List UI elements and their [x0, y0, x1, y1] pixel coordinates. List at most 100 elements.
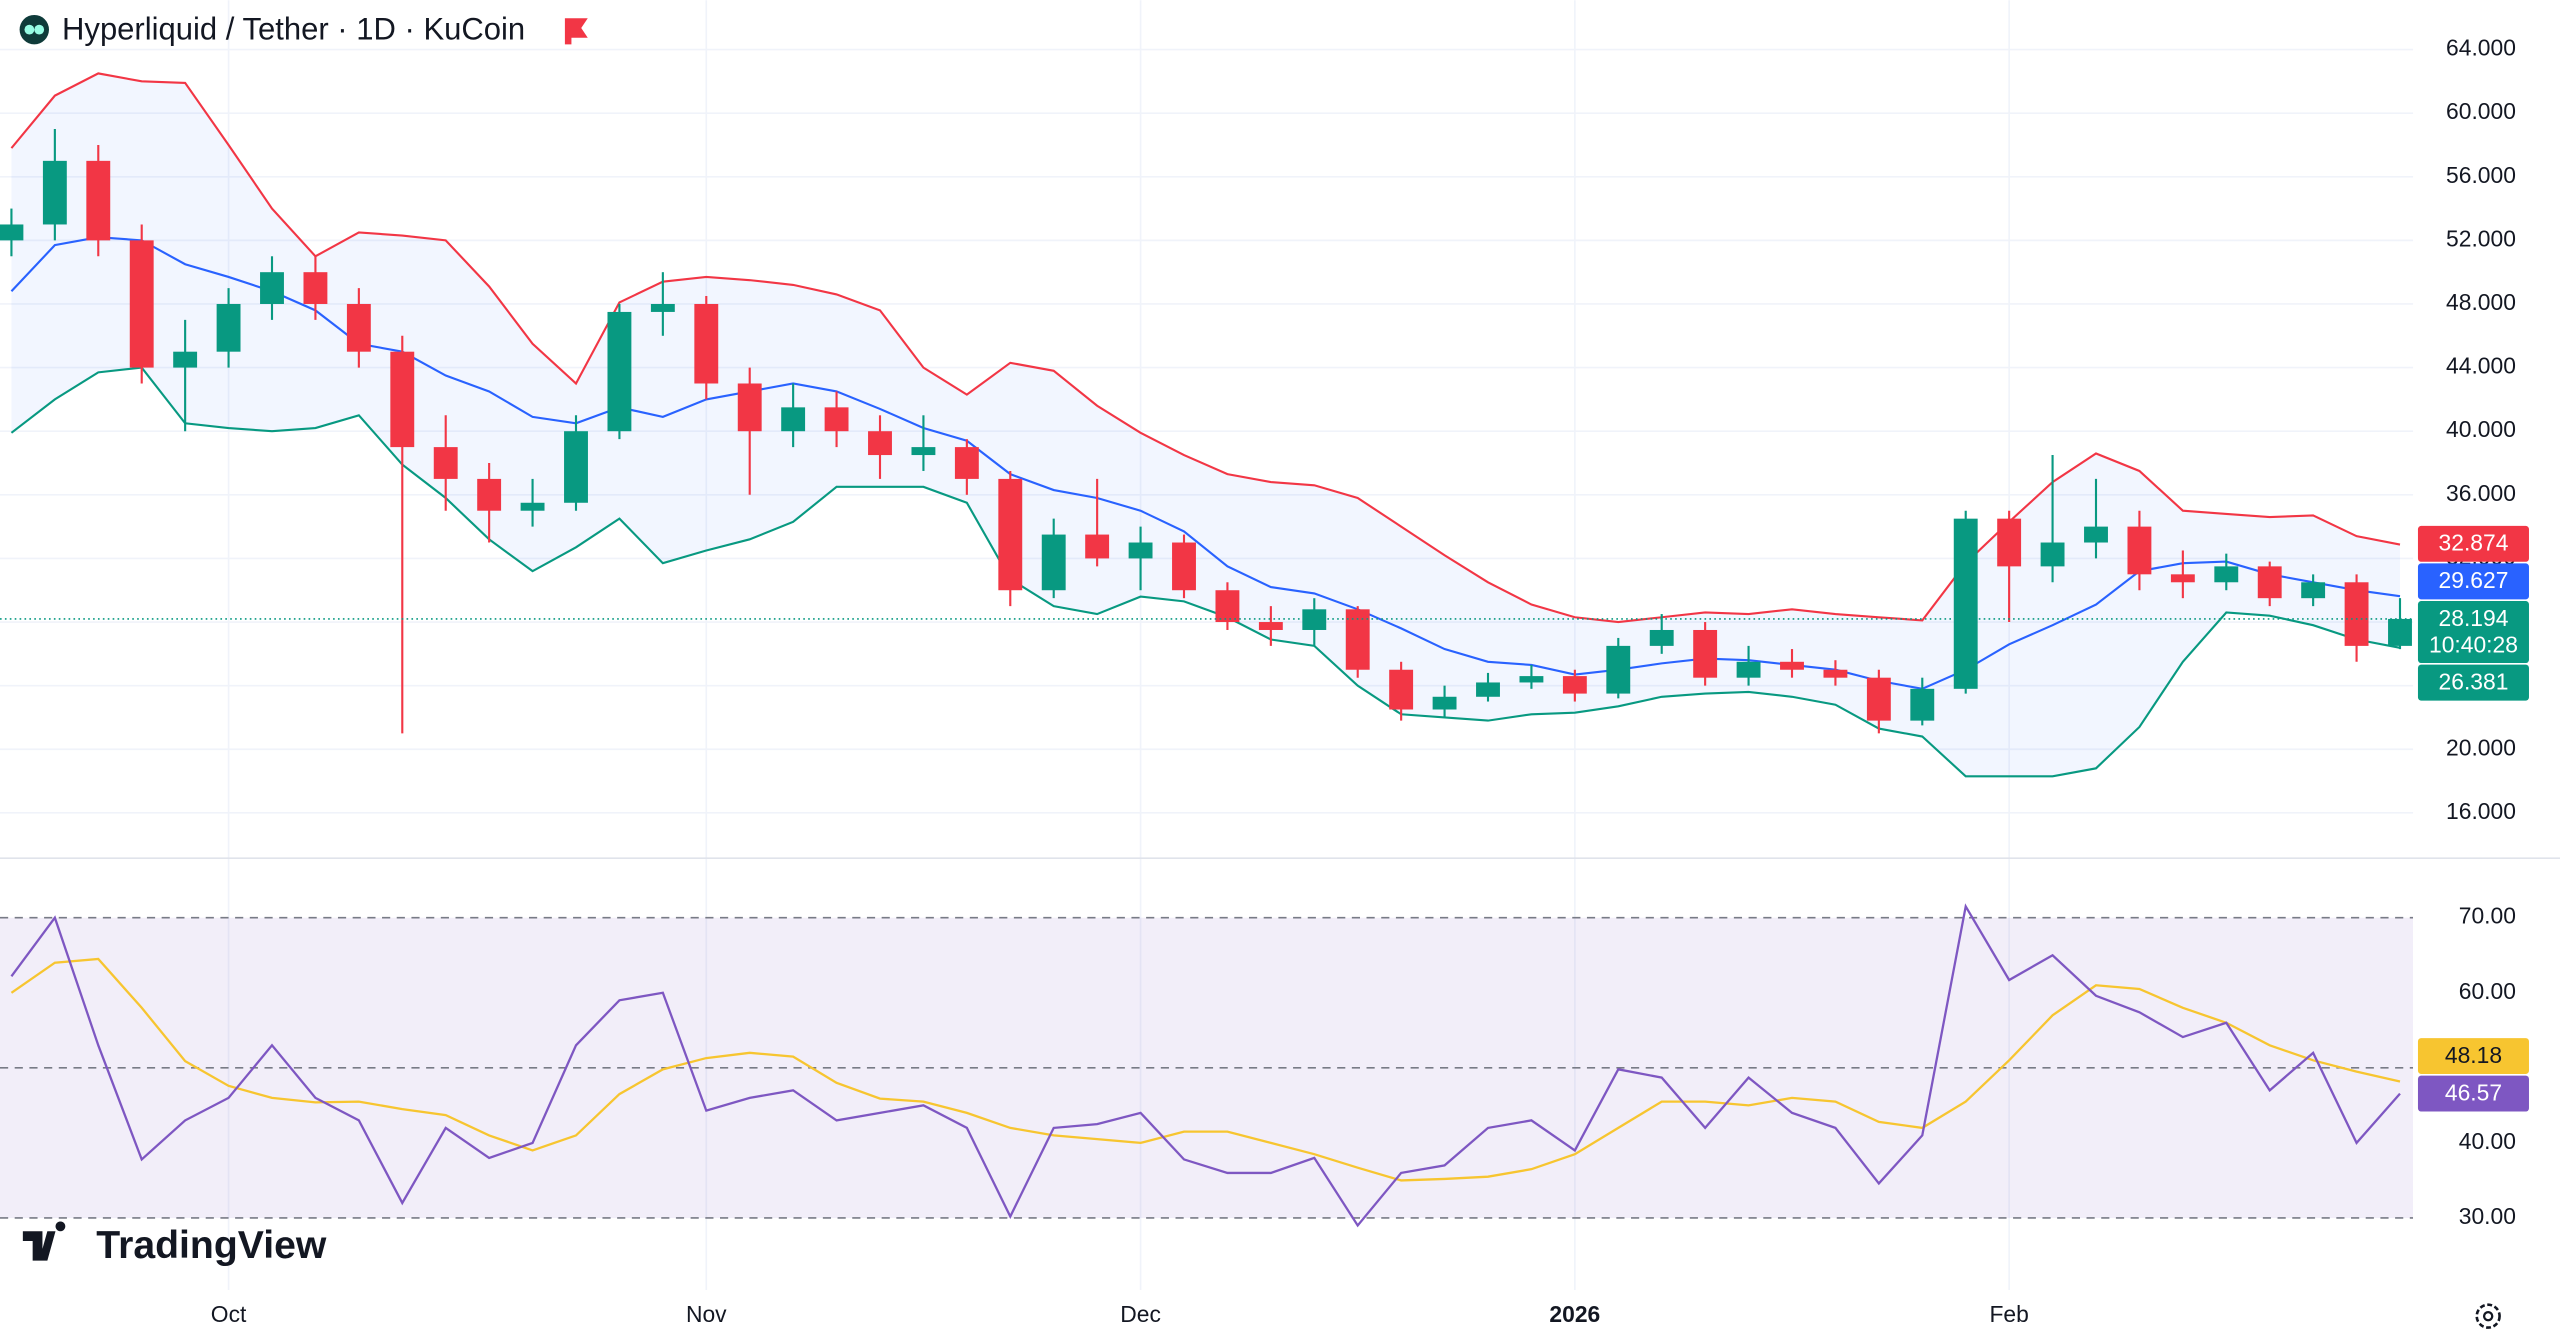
price-pane [0, 72, 2414, 778]
candle-body [2040, 542, 2065, 567]
x-tick-label: 2026 [1549, 1301, 1600, 1327]
candle-body [1432, 696, 1457, 710]
candle-body [607, 311, 632, 432]
symbol-logo-dot [24, 24, 35, 35]
rsi-line [10, 903, 2401, 1228]
candle-body [1780, 661, 1804, 670]
candle-body [433, 447, 458, 479]
candle-body [650, 303, 675, 312]
candle-body [998, 478, 1023, 591]
candle-body [1823, 669, 1848, 678]
candle-body [1693, 629, 1718, 678]
brand-logo [22, 1221, 66, 1261]
rsi-pane [0, 903, 2414, 1228]
candle-body [1519, 676, 1544, 683]
x-tick-label: Nov [686, 1301, 727, 1327]
value-label: 32.874 [2439, 530, 2509, 556]
brand-name: TradingView [96, 1224, 327, 1267]
candle-body [477, 478, 502, 511]
candle-body [1736, 661, 1761, 678]
countdown-label: 10:40:28 [2429, 632, 2518, 658]
settings-button[interactable] [2475, 1303, 2501, 1329]
y-tick-label: 56.000 [2446, 162, 2516, 188]
candle-body [2214, 566, 2239, 583]
band-fill [11, 73, 2401, 777]
candle-body [1345, 609, 1370, 670]
y-tick-label: 60.00 [2459, 978, 2516, 1004]
candle-body [390, 351, 415, 448]
candle-body [737, 383, 762, 432]
candle-body [1258, 622, 1283, 630]
candle-body [694, 303, 719, 384]
candle-body [2388, 618, 2412, 646]
value-label-box [2417, 664, 2529, 701]
candle-body [2257, 566, 2282, 599]
candle-body [1866, 677, 1891, 721]
y-tick-label: 16.000 [2446, 798, 2516, 824]
value-label: 28.194 [2439, 605, 2509, 631]
candle-body [0, 224, 24, 241]
value-label-box [2417, 1075, 2529, 1112]
candle-body [1910, 688, 1935, 721]
y-tick-label: 70.00 [2459, 903, 2516, 929]
y-tick-label: 48.000 [2446, 289, 2516, 315]
candle-body [1953, 518, 1978, 689]
candle-body [1172, 542, 1196, 591]
y-tick-label: 60.000 [2446, 98, 2516, 124]
candle-body [824, 407, 849, 432]
candle-body [1997, 518, 2022, 567]
candle-body [520, 502, 545, 511]
value-label-box [2417, 525, 2529, 562]
candle-body [129, 240, 154, 368]
x-tick-label: Dec [1120, 1301, 1161, 1327]
candle-body [303, 272, 328, 304]
candle-body [260, 272, 284, 304]
value-label-box [2417, 563, 2529, 600]
title-bar: Hyperliquid / Tether · 1D · KuCoin [19, 11, 588, 46]
candle-body [173, 351, 198, 368]
candle-body [1302, 609, 1327, 630]
candle-body [1562, 676, 1587, 694]
symbol-logo-dot [34, 24, 45, 35]
gear-center [2482, 1310, 2494, 1322]
y-tick-label: 36.000 [2446, 480, 2516, 506]
candle-body [1649, 629, 1674, 646]
candle-body [2170, 574, 2195, 583]
flag-icon[interactable] [564, 18, 588, 45]
candle-body [911, 447, 936, 456]
candle-body [86, 160, 111, 241]
gear-icon[interactable] [2475, 1303, 2501, 1329]
candle-body [1128, 542, 1153, 559]
candle-body [1215, 590, 1240, 623]
value-label-box [2417, 600, 2529, 664]
value-label: 46.57 [2445, 1079, 2502, 1105]
candle-body [781, 407, 806, 432]
y-tick-label: 20.000 [2446, 734, 2516, 760]
value-label: 29.627 [2439, 567, 2509, 593]
chart-title: Hyperliquid / Tether · 1D · KuCoin [62, 11, 525, 46]
candle-body [42, 160, 67, 225]
candle-body [2084, 526, 2108, 543]
candle-body [346, 303, 371, 352]
y-tick-label: 30.00 [2459, 1203, 2516, 1229]
candle-body [1606, 645, 1631, 694]
value-label: 26.381 [2439, 668, 2509, 694]
y-tick-label: 40.000 [2446, 416, 2516, 442]
candle-body [1476, 682, 1500, 697]
candle-body [2301, 582, 2326, 599]
branding[interactable]: TradingView [22, 1221, 327, 1267]
x-tick-label: Oct [211, 1301, 247, 1327]
candle-body [1085, 534, 1110, 559]
candle-body [564, 431, 588, 503]
candle-body [2127, 526, 2152, 575]
candle-body [954, 447, 979, 479]
y-tick-label: 40.00 [2459, 1128, 2516, 1154]
band-line [10, 366, 2401, 778]
y-tick-label: 64.000 [2446, 35, 2516, 61]
candle-body [216, 303, 241, 352]
candle-body [1041, 534, 1066, 591]
value-label-box [2417, 1038, 2529, 1074]
